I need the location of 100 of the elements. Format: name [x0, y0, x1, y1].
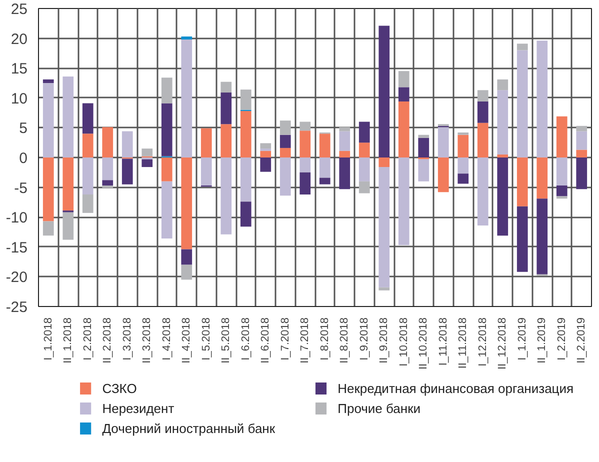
bar: [358, 142, 370, 158]
x-tick-label: I_1.2018: [42, 317, 54, 360]
bar: [300, 122, 311, 131]
bar: [42, 83, 54, 158]
bar: [181, 264, 192, 280]
x-tick-label: I_2.2019: [556, 317, 568, 360]
bar: [82, 194, 94, 213]
bar: [200, 128, 212, 158]
bar: [260, 158, 272, 172]
x-tick-label: I_3.2018: [121, 317, 134, 360]
bar: [516, 158, 528, 206]
bar: [438, 127, 449, 158]
bar: [319, 158, 330, 178]
bar: [102, 127, 114, 158]
bar: [458, 158, 469, 174]
bar: [280, 158, 291, 196]
bar: [260, 143, 272, 149]
x-tick-label: II_6.2018: [260, 318, 272, 364]
bar: [418, 159, 430, 182]
y-tick-label: -25: [6, 299, 28, 316]
x-tick-label: I_4.2018: [160, 317, 173, 360]
x-tick-label: II_11.2018: [457, 317, 470, 369]
bar: [576, 131, 588, 150]
bar: [181, 158, 192, 250]
bar: [300, 158, 311, 172]
x-tick-label: I_6.2018: [240, 317, 252, 360]
x-tick-label: I_9.2018: [358, 317, 370, 360]
bar: [536, 158, 548, 199]
bar: [536, 198, 548, 274]
bar: [497, 79, 508, 90]
legend-label: СЗКО: [102, 381, 137, 396]
bar: [161, 103, 172, 156]
y-tick-label: 15: [10, 60, 28, 78]
x-tick-label: II_5.2018: [220, 318, 232, 364]
bar: [477, 101, 488, 123]
bar: [576, 158, 588, 190]
bar: [240, 158, 252, 202]
bar: [161, 78, 172, 104]
y-tick-label: 0: [19, 150, 28, 167]
x-tick-label: I_5.2018: [200, 317, 212, 360]
bar: [220, 158, 232, 234]
x-tick-label: II_2.2018: [102, 318, 114, 364]
bar: [62, 158, 74, 211]
bar: [398, 158, 410, 246]
y-tick-label: 5: [19, 120, 28, 138]
bar: [181, 249, 192, 265]
bar: [556, 116, 568, 158]
bar: [398, 71, 410, 88]
x-tick-label: I_10.2018: [398, 318, 410, 366]
bar: [161, 158, 172, 182]
bar: [220, 92, 232, 124]
bar: [161, 181, 172, 239]
x-tick-label: I_1.2019: [516, 317, 528, 360]
bar: [280, 120, 291, 135]
bar: [280, 148, 291, 158]
y-tick-label: -5: [14, 180, 28, 197]
bar: [477, 122, 488, 158]
legend-label: Нерезидент: [102, 401, 174, 416]
y-tick-label: 25: [10, 1, 28, 18]
bar: [398, 101, 410, 158]
bar: [142, 148, 153, 156]
bar: [358, 122, 370, 143]
bar: [418, 138, 430, 158]
bar: [142, 159, 153, 168]
bar: [339, 150, 350, 158]
bar: [339, 127, 350, 132]
bar: [497, 90, 508, 155]
bar: [378, 287, 390, 290]
bar: [102, 158, 114, 180]
bar: [82, 158, 94, 194]
y-tick-label: 10: [10, 90, 28, 108]
bar: [240, 202, 252, 227]
bar: [438, 158, 449, 192]
bar: [82, 103, 94, 134]
bar: [536, 40, 548, 158]
x-tick-label: II_2.2019: [576, 318, 588, 364]
bar: [42, 79, 54, 83]
legend-label: Некредитная финансовая организация: [338, 381, 574, 396]
bar: [497, 158, 508, 236]
bar: [240, 90, 252, 110]
bar: [339, 158, 350, 190]
bar: [102, 180, 114, 186]
bar: [516, 50, 528, 158]
bar: [458, 174, 469, 184]
bar: [339, 131, 350, 151]
x-tick-label: II_4.2018: [180, 318, 193, 364]
x-tick-label: II_1.2018: [62, 318, 74, 364]
bar: [516, 206, 528, 272]
bar: [576, 126, 588, 132]
y-tick-label: -10: [6, 210, 28, 227]
x-tick-label: I_8.2018: [318, 317, 331, 360]
bar: [260, 150, 272, 158]
bar: [497, 154, 508, 158]
bar: [122, 131, 133, 158]
x-tick-label: I_11.2018: [437, 317, 450, 366]
bar: [220, 82, 232, 93]
x-tick-label: I_2.2018: [82, 317, 94, 360]
bar: [418, 134, 430, 138]
bar: [62, 212, 74, 240]
bar: [200, 158, 212, 186]
